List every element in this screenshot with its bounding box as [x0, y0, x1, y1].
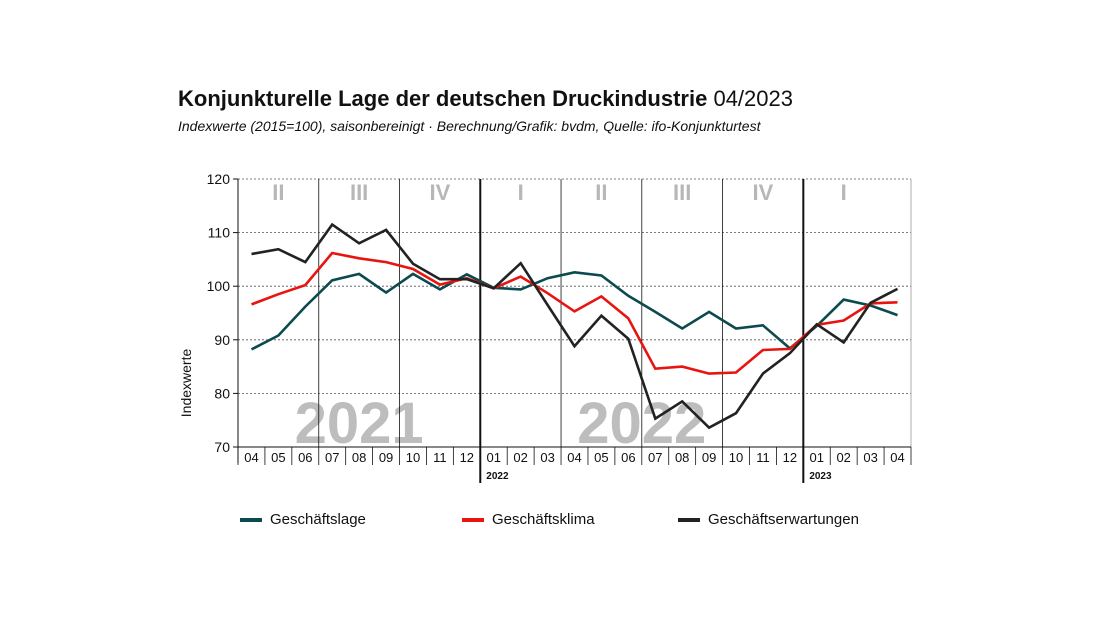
- quarter-label: II: [595, 180, 607, 205]
- big-year-label: 2021: [295, 391, 424, 456]
- y-tick-label: 110: [208, 225, 231, 241]
- legend-item-geschaeftslage: Geschäftslage: [240, 511, 366, 528]
- legend-item-geschaeftsklima: Geschäftsklima: [462, 511, 595, 528]
- legend-label: Geschäftslage: [270, 511, 366, 528]
- quarter-label: IV: [430, 180, 451, 205]
- series-line-geschäftsklima: [251, 251, 898, 375]
- x-tick-label: 07: [648, 450, 662, 465]
- x-tick-label: 04: [890, 450, 904, 465]
- x-tick-label: 08: [675, 450, 689, 465]
- y-tick-label: 90: [214, 332, 230, 348]
- y-axis-title: Indexwerte: [178, 349, 194, 418]
- quarter-label: I: [518, 180, 524, 205]
- year-marker-label: 2022: [486, 471, 509, 482]
- x-tick-label: 01: [810, 450, 824, 465]
- legend-label: Geschäftserwartungen: [708, 511, 859, 528]
- chart-title-main: Konjunkturelle Lage der deutschen Drucki…: [178, 86, 708, 111]
- legend-label: Geschäftsklima: [492, 511, 595, 528]
- x-tick-label: 10: [729, 450, 743, 465]
- x-tick-label: 03: [863, 450, 877, 465]
- x-tick-label: 03: [540, 450, 554, 465]
- x-tick-label: 06: [621, 450, 635, 465]
- x-tick-label: 12: [783, 450, 797, 465]
- quarter-label: III: [673, 180, 691, 205]
- quarter-label: III: [350, 180, 368, 205]
- x-tick-label: 02: [513, 450, 527, 465]
- quarter-label: I: [841, 180, 847, 205]
- x-tick-label: 01: [487, 450, 501, 465]
- x-tick-label: 05: [594, 450, 608, 465]
- y-tick-label: 80: [214, 385, 230, 401]
- legend-swatch: [678, 517, 700, 522]
- x-tick-label: 02: [836, 450, 850, 465]
- x-tick-label: 05: [271, 450, 285, 465]
- legend-swatch: [462, 517, 484, 522]
- legend-item-geschaeftserwartungen: Geschäftserwartungen: [678, 511, 859, 528]
- y-tick-label: 70: [214, 439, 230, 455]
- x-tick-label: 08: [352, 450, 366, 465]
- x-tick-label: 12: [460, 450, 474, 465]
- quarter-label: II: [272, 180, 284, 205]
- x-tick-label: 04: [244, 450, 258, 465]
- x-tick-label: 11: [433, 450, 447, 465]
- x-tick-label: 11: [756, 450, 770, 465]
- legend-swatch: [240, 517, 262, 522]
- x-tick-label: 10: [406, 450, 420, 465]
- chart-subtitle: Indexwerte (2015=100), saisonbereinigt ·…: [178, 118, 761, 134]
- chart-title: Konjunkturelle Lage der deutschen Drucki…: [178, 86, 793, 112]
- series-line-geschäftserwartungen: [251, 222, 899, 430]
- y-tick-label: 120: [207, 171, 231, 187]
- year-marker-label: 2023: [809, 471, 832, 482]
- x-tick-label: 07: [325, 450, 339, 465]
- x-tick-label: 09: [379, 450, 393, 465]
- x-tick-label: 09: [702, 450, 716, 465]
- quarter-label: IV: [753, 180, 774, 205]
- y-tick-label: 100: [207, 278, 231, 294]
- chart-title-date: 04/2023: [713, 86, 793, 111]
- x-tick-label: 04: [567, 450, 581, 465]
- x-tick-label: 06: [298, 450, 312, 465]
